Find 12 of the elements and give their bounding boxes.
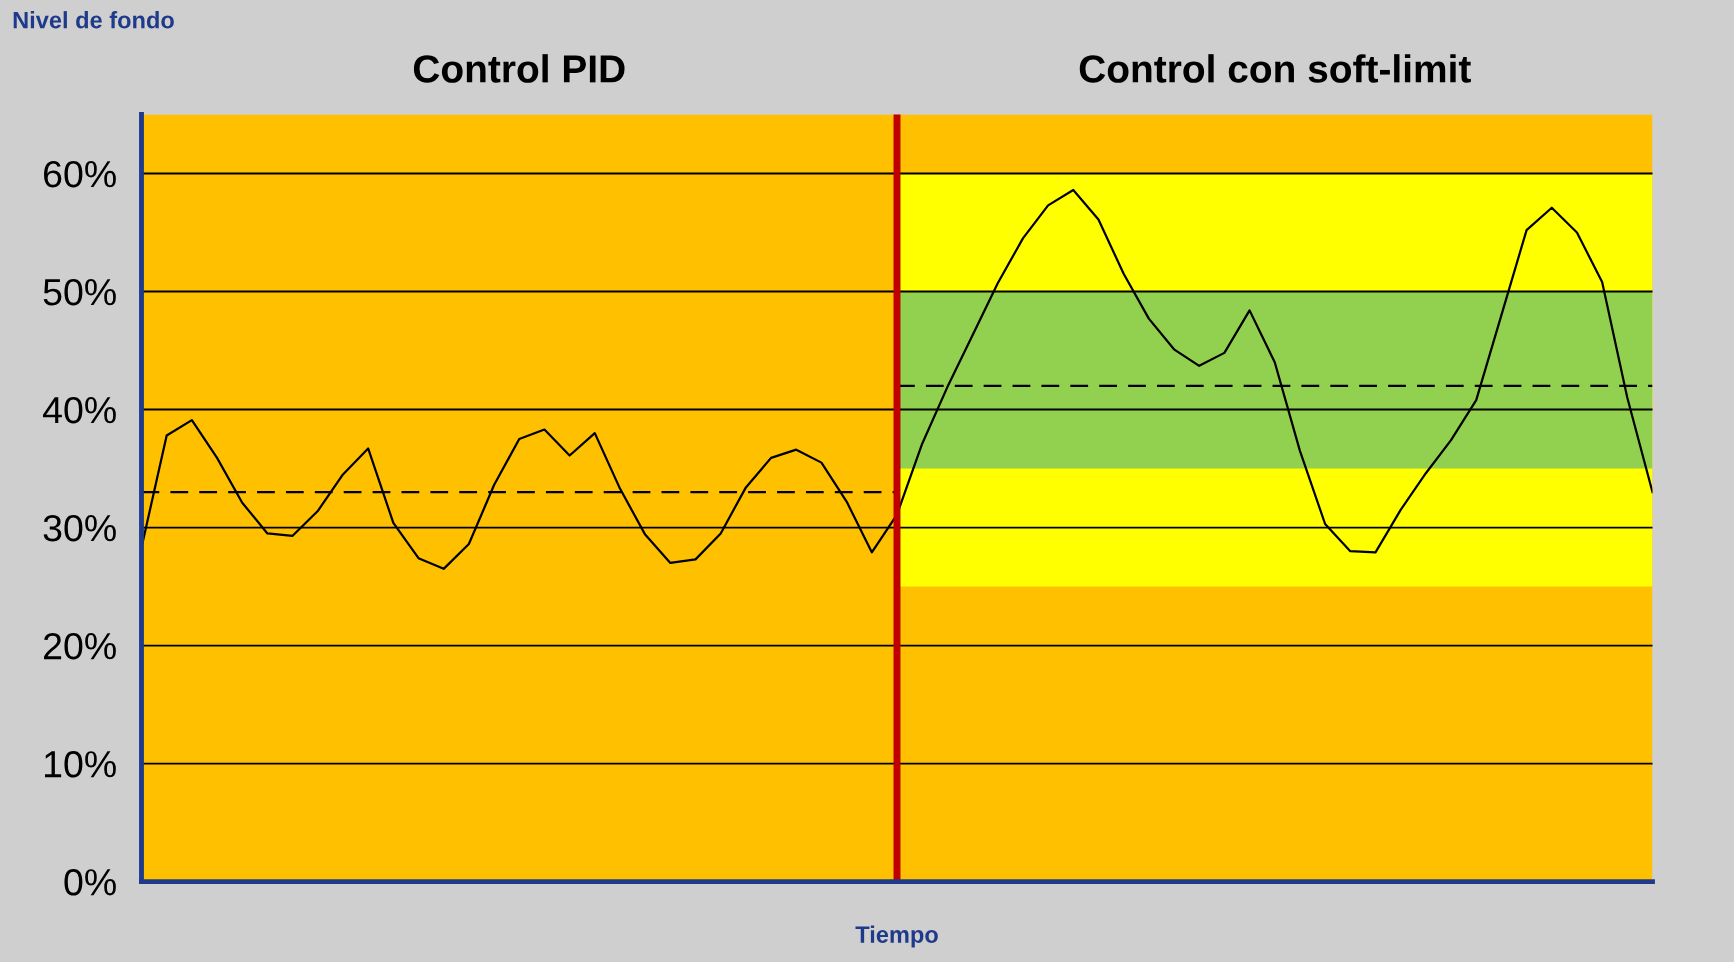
y-tick-label: 60% [44,160,116,188]
y-tick-label: 10% [45,750,116,778]
y-tick-label: 20% [44,632,116,660]
y-tick-label: 50% [43,278,116,306]
line-series [141,188,1653,570]
y-tick-label: 0% [64,868,116,896]
x-axis-title: Tiempo [855,925,938,948]
y-tick-label: 30% [43,514,116,542]
y-tick-label: 40% [43,396,116,424]
text: Control con soft-limit [1079,54,1471,83]
y-axis-title: Nivel de fondo [13,11,174,29]
text: Control PID [413,54,625,83]
